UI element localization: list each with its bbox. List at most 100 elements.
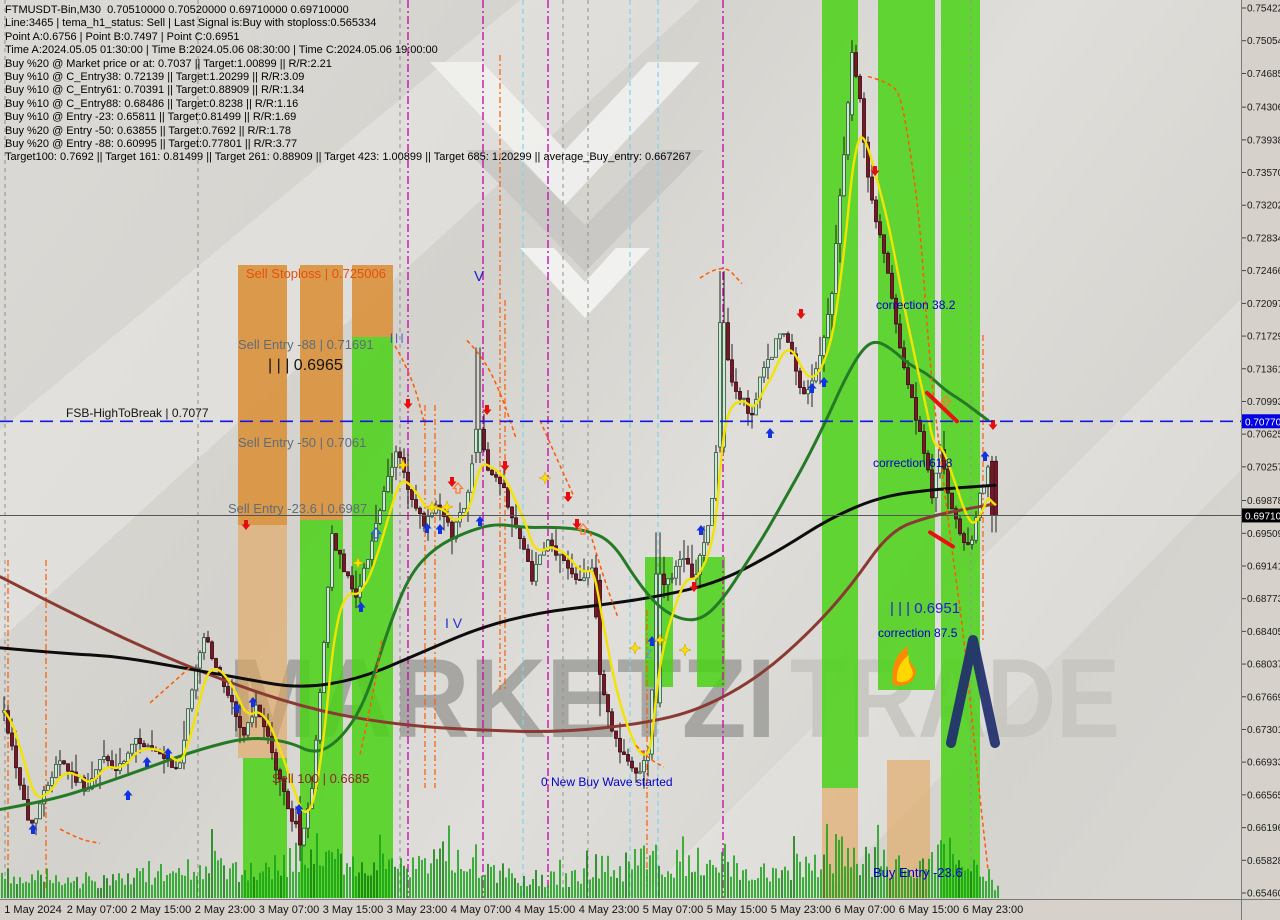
annotation-buy-entry-236[interactable]: Buy Entry -23.6	[873, 865, 963, 880]
zone-green	[878, 0, 935, 690]
zone-orange	[352, 265, 393, 337]
price-tag-current	[1242, 508, 1280, 523]
price-tick-label: 0.70993	[1247, 397, 1280, 408]
annotation-sell-entry-88[interactable]: Sell Entry -88 | 0.71691	[238, 337, 374, 352]
vertical-lines	[4, 0, 984, 898]
price-tick-label: 0.70257	[1247, 462, 1280, 473]
hollow-arrow-icon	[940, 394, 952, 407]
sar-and-trend-marks	[59, 75, 989, 870]
info-line: Line:3465 | tema_h1_status: Sell | Last …	[5, 17, 377, 30]
annotation-sell-100[interactable]: Sell 100 | 0.6685	[272, 771, 369, 786]
price-tick-label: 0.75054	[1247, 36, 1280, 47]
price-tick-label: 0.68037	[1247, 660, 1280, 671]
annotation-sell-stoploss[interactable]: Sell Stoploss | 0.725006	[246, 266, 386, 281]
time-tick-label: 4 May 15:00	[515, 904, 576, 916]
buy-arrow-icon	[475, 516, 485, 526]
zone-green	[822, 0, 858, 788]
info-line: Buy %10 @ C_Entry61: 0.70391 || Target:0…	[5, 84, 305, 97]
price-tick-label: 0.67669	[1247, 692, 1280, 703]
annotation-wave-iv[interactable]: I V	[445, 615, 463, 631]
annotation-level-6965[interactable]: | | | 0.6965	[268, 357, 343, 374]
price-tick-label: 0.74306	[1247, 103, 1280, 114]
star-marker-icon	[628, 641, 642, 655]
time-tick-label: 5 May 23:00	[771, 904, 832, 916]
sell-arrow-icon	[482, 405, 492, 415]
price-axis[interactable]	[1242, 0, 1280, 920]
volume-bars	[1, 824, 999, 898]
zone-orangeLight	[822, 788, 858, 898]
ma-green	[0, 340, 990, 811]
price-tick-label: 0.68773	[1247, 594, 1280, 605]
buy-arrow-icon	[248, 697, 258, 707]
time-axis[interactable]	[0, 900, 1242, 920]
buy-arrow-icon	[142, 757, 152, 767]
buy-arrow-icon	[435, 524, 445, 534]
price-tick-label: 0.66933	[1247, 758, 1280, 769]
annotation-sell-entry-236[interactable]: Sell Entry -23.6 | 0.6987	[228, 501, 367, 516]
info-line: FTMUSDT-Bin,M30 0.70510000 0.70520000 0.…	[5, 4, 349, 16]
price-tick-label: 0.65828	[1247, 856, 1280, 867]
time-tick-label: 1 May 2024	[4, 904, 61, 916]
price-tick-label: 0.71361	[1247, 364, 1280, 375]
annotation-correction-875[interactable]: correction 87.5	[878, 626, 958, 640]
time-tick-label: 6 May 15:00	[899, 904, 960, 916]
sell-arrow-icon	[870, 166, 880, 176]
sell-arrow-icon	[447, 477, 457, 487]
star-marker-icon	[425, 500, 439, 514]
info-line: Target100: 0.7692 || Target 161: 0.81499…	[5, 151, 691, 164]
signal-arrows	[28, 166, 998, 834]
sell-arrow-icon	[500, 461, 510, 471]
price-tick-label: 0.70625	[1247, 430, 1280, 441]
price-tick-label: 0.72466	[1247, 266, 1280, 277]
star-marker-icon	[440, 500, 454, 514]
annotation-correction-618[interactable]: correction 61.8	[873, 456, 953, 470]
price-tag-bid	[1242, 414, 1280, 429]
time-tick-label: 6 May 07:00	[835, 904, 896, 916]
buy-arrow-icon	[163, 748, 173, 758]
price-tick-label: 0.65460	[1247, 889, 1280, 900]
buy-arrow-icon	[123, 790, 133, 800]
star-marker-icon	[396, 458, 410, 472]
time-tick-label: 5 May 07:00	[643, 904, 704, 916]
star-marker-icon	[351, 556, 365, 570]
price-tick-label: 0.67301	[1247, 725, 1280, 736]
price-tick-label: 0.69878	[1247, 496, 1280, 507]
price-tick-label: 0.72834	[1247, 233, 1280, 244]
annotation-correction-382[interactable]: correction 38.2	[876, 298, 956, 312]
info-line: Buy %20 @ Entry -50: 0.63855 || Target:0…	[5, 124, 291, 137]
chart-annotations: Sell Stoploss | 0.725006 Sell Entry -88 |…	[66, 266, 963, 880]
buy-arrow-icon	[807, 383, 817, 393]
time-tick-label: 3 May 07:00	[259, 904, 320, 916]
buy-arrow-icon	[819, 377, 829, 387]
time-tick-label: 2 May 15:00	[131, 904, 192, 916]
price-lines	[0, 420, 1241, 516]
zone-green	[697, 557, 725, 687]
price-tick-label: 0.71729	[1247, 332, 1280, 343]
buy-arrow-icon	[980, 451, 990, 461]
info-line: Point A:0.6756 | Point B:0.7497 | Point …	[5, 30, 240, 43]
info-line: Buy %20 @ Entry -88: 0.60995 || Target:0…	[5, 137, 298, 150]
annotation-wave-z[interactable]: Z	[645, 647, 652, 661]
annotation-new-buy-wave[interactable]: 0 New Buy Wave started	[541, 775, 673, 789]
info-line: Buy %20 @ Market price or at: 0.7037 || …	[5, 57, 332, 70]
price-tick-label: 0.66196	[1247, 823, 1280, 834]
info-line: Buy %10 @ C_Entry38: 0.72139 || Target:1…	[5, 70, 305, 83]
buy-arrow-icon	[232, 703, 242, 713]
annotation-sell-entry-50[interactable]: Sell Entry -50 | 0.7061	[238, 435, 366, 450]
annotation-ticks-blue[interactable]: | | |	[390, 333, 403, 344]
annotation-fsb-high-to-break[interactable]: FSB-HighToBreak | 0.7077	[66, 406, 209, 420]
hollow-arrow-icon	[370, 526, 382, 539]
sell-arrow-icon	[689, 582, 699, 592]
star-marker-icon	[538, 471, 552, 485]
time-tick-label: 6 May 23:00	[963, 904, 1024, 916]
zone-orange	[238, 265, 287, 525]
hollow-arrow-icon	[577, 522, 589, 535]
annotation-level-6951[interactable]: | | | 0.6951	[890, 600, 960, 617]
sell-arrow-icon	[403, 399, 413, 409]
star-marker-icon	[653, 633, 667, 647]
watermark-accents	[892, 635, 1000, 748]
price-tick-label: 0.74685	[1247, 69, 1280, 80]
annotation-wave-v[interactable]: V	[474, 268, 484, 285]
zone-orange	[300, 265, 343, 520]
